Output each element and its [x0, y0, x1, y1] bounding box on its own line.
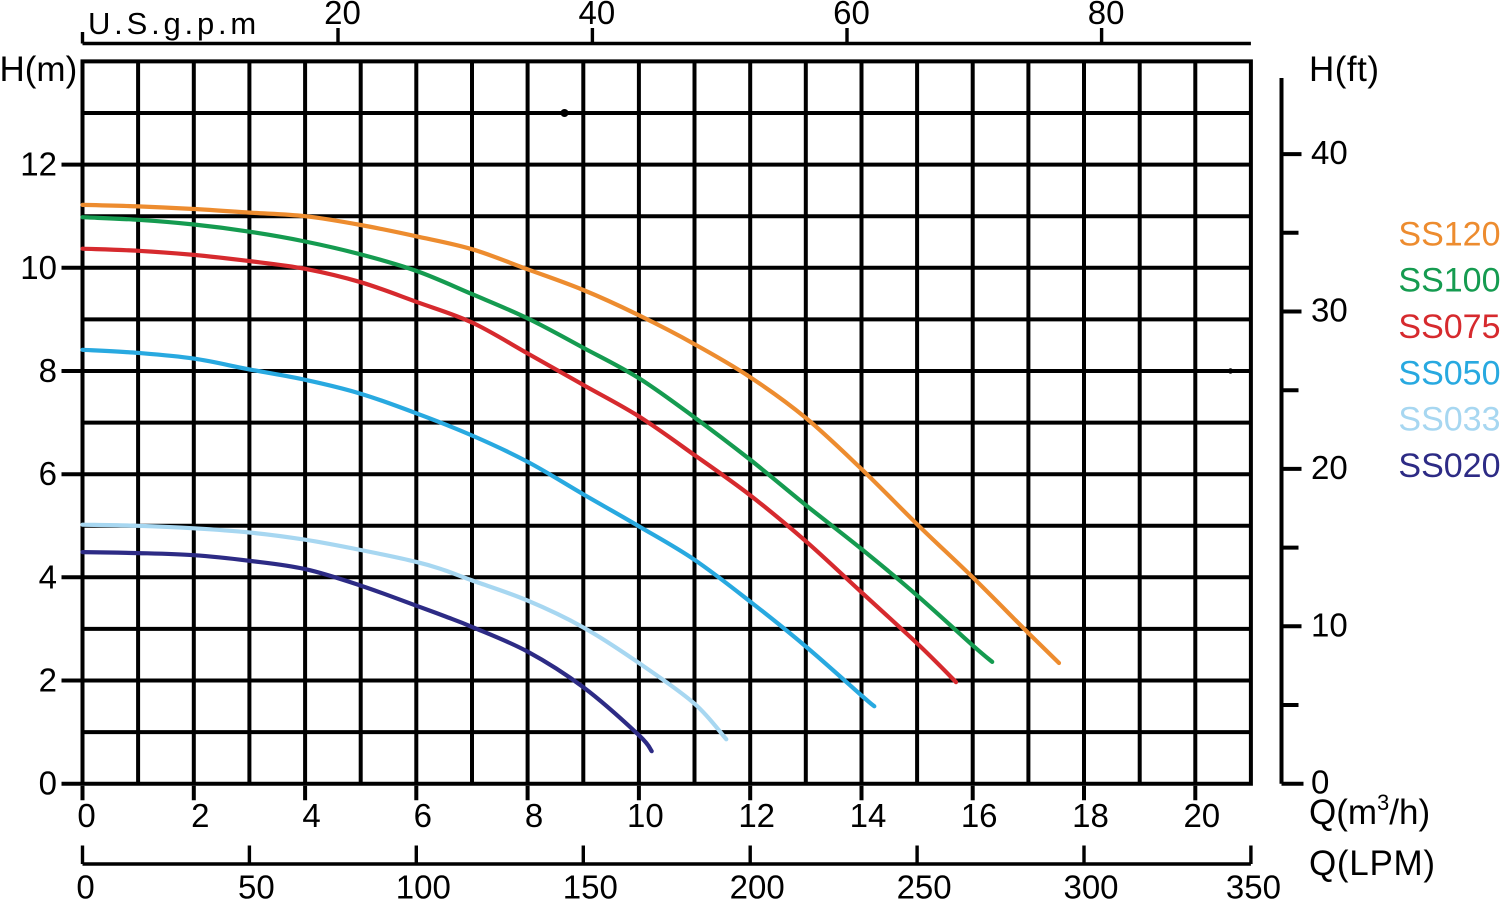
svg-text:SS120: SS120: [1398, 215, 1500, 253]
svg-text:150: 150: [563, 869, 618, 901]
svg-text:SS050: SS050: [1398, 354, 1500, 392]
svg-text:SS033: SS033: [1398, 401, 1500, 439]
svg-text:12: 12: [20, 146, 57, 183]
svg-text:0: 0: [76, 869, 94, 901]
svg-text:8: 8: [525, 797, 543, 834]
svg-text:40: 40: [1311, 134, 1348, 171]
svg-text:200: 200: [730, 869, 785, 901]
svg-text:350: 350: [1226, 869, 1281, 901]
svg-text:20: 20: [324, 0, 361, 31]
svg-text:80: 80: [1088, 0, 1125, 31]
svg-text:50: 50: [238, 869, 275, 901]
svg-text:H(ft): H(ft): [1309, 50, 1380, 89]
svg-text:60: 60: [833, 0, 870, 31]
svg-text:6: 6: [39, 455, 57, 492]
svg-text:SS020: SS020: [1398, 447, 1500, 485]
svg-text:10: 10: [627, 797, 664, 834]
svg-text:20: 20: [1311, 449, 1348, 486]
svg-text:Q(m3/h): Q(m3/h): [1309, 790, 1430, 832]
svg-text:2: 2: [191, 797, 209, 834]
svg-text:4: 4: [39, 558, 57, 595]
svg-text:10: 10: [20, 249, 57, 286]
svg-text:Q(LPM): Q(LPM): [1309, 844, 1436, 883]
svg-text:30: 30: [1311, 292, 1348, 329]
svg-text:20: 20: [1183, 797, 1220, 834]
svg-text:6: 6: [414, 797, 432, 834]
svg-text:40: 40: [579, 0, 616, 31]
svg-text:300: 300: [1063, 869, 1118, 901]
svg-text:0: 0: [1311, 764, 1329, 801]
svg-text:2: 2: [39, 662, 57, 699]
svg-text:14: 14: [850, 797, 887, 834]
svg-text:U.S.g.p.m: U.S.g.p.m: [88, 6, 260, 41]
svg-text:18: 18: [1072, 797, 1109, 834]
svg-text:16: 16: [961, 797, 998, 834]
svg-text:12: 12: [738, 797, 775, 834]
svg-text:4: 4: [302, 797, 320, 834]
svg-text:100: 100: [396, 869, 451, 901]
svg-text:SS075: SS075: [1398, 308, 1500, 346]
svg-text:10: 10: [1311, 606, 1348, 643]
svg-text:0: 0: [77, 797, 95, 834]
svg-text:8: 8: [39, 352, 57, 389]
svg-text:SS100: SS100: [1398, 262, 1500, 300]
svg-text:H(m): H(m): [0, 50, 77, 89]
svg-text:0: 0: [39, 765, 57, 802]
svg-text:250: 250: [897, 869, 952, 901]
